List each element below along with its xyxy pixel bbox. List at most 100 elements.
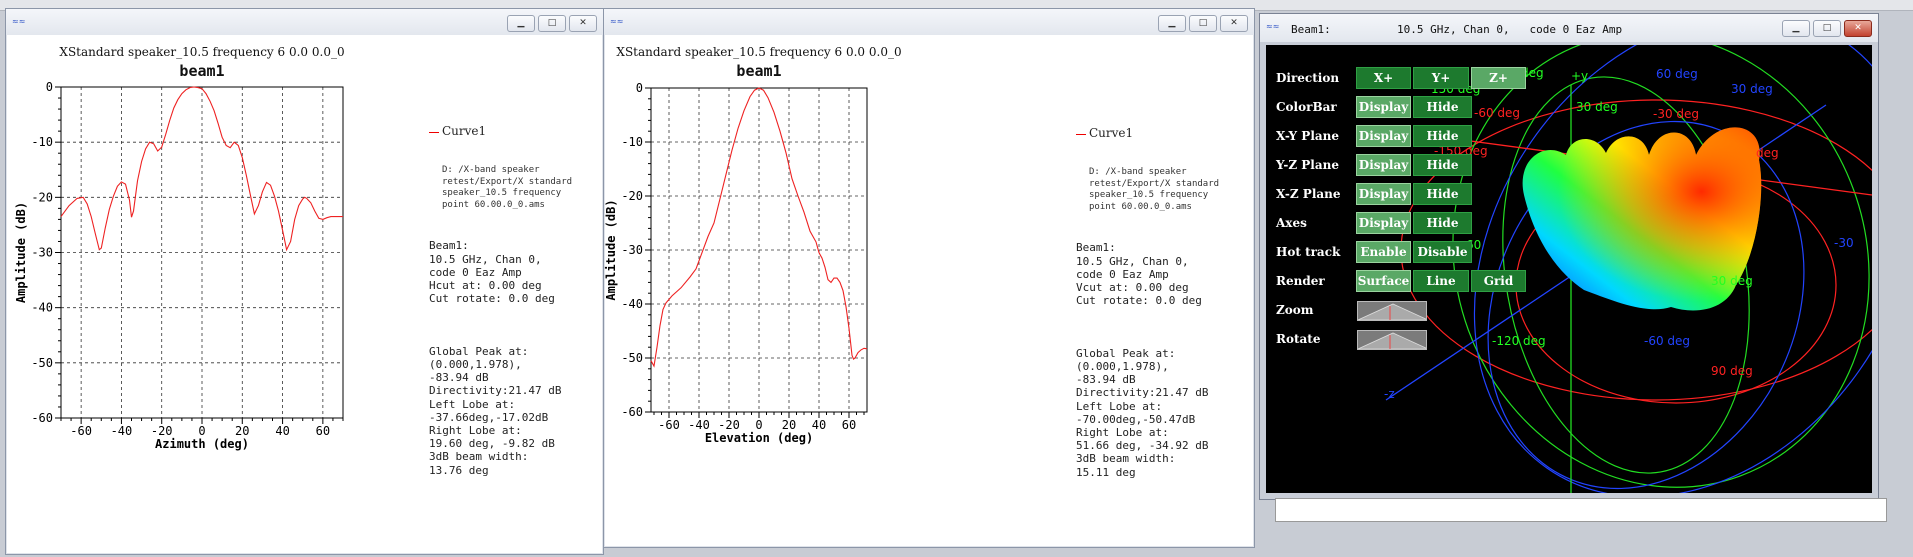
legend-beam-stats: Global Peak at: (0.000,1.978), -83.94 dB…: [1076, 346, 1209, 479]
y-tick-label: -30: [31, 246, 53, 260]
control-label: ColorBar: [1276, 100, 1337, 114]
minimize-button[interactable]: ▁: [1158, 15, 1186, 32]
direction-y--button[interactable]: Y+: [1413, 67, 1469, 89]
close-button[interactable]: ✕: [569, 15, 597, 32]
app-icon: ≈≈: [610, 17, 624, 26]
colorbar-display-button[interactable]: Display: [1356, 96, 1411, 118]
x-axis-label: Elevation (deg): [705, 431, 813, 445]
legend-swatch: [429, 131, 439, 133]
y-tick-label: -60: [621, 405, 643, 419]
x-tick-label: 0: [198, 424, 205, 438]
series-line-1: [60, 86, 343, 252]
control-label: Axes: [1276, 216, 1307, 230]
x-axis-label: Azimuth (deg): [155, 437, 249, 451]
hot-track-disable-button[interactable]: Disable: [1413, 241, 1472, 263]
scene-label: 30 deg: [1731, 82, 1773, 96]
legend-series-name: Curve1: [1089, 126, 1134, 141]
scene-label: 30 deg: [1576, 100, 1618, 114]
y-tick-label: -30: [621, 243, 643, 257]
control-label: Direction: [1276, 71, 1340, 85]
maximize-button[interactable]: □: [538, 15, 566, 32]
x-tick-label: -40: [688, 418, 710, 432]
minimize-button[interactable]: ▁: [507, 15, 535, 32]
legend-series[interactable]: Curve1: [1076, 127, 1219, 140]
axes-hide-button[interactable]: Hide: [1413, 212, 1472, 234]
y-tick-label: -10: [621, 135, 643, 149]
azimuth-chart[interactable]: XStandard speaker_10.5 frequency 6 0.0 0…: [6, 37, 426, 557]
render-grid-button[interactable]: Grid: [1471, 270, 1526, 292]
colorbar-hide-button[interactable]: Hide: [1413, 96, 1472, 118]
x-tick-label: 60: [316, 424, 330, 438]
app-icon: ≈≈: [1266, 22, 1280, 31]
x-tick-label: -20: [151, 424, 173, 438]
minimize-button[interactable]: ▁: [1782, 20, 1810, 37]
legend-beam-info: Beam1: 10.5 GHz, Chan 0, code 0 Eaz Amp …: [429, 239, 555, 306]
y-tick-label: -40: [31, 301, 53, 315]
control-label: X-Y Plane: [1276, 129, 1340, 143]
title-bar[interactable]: ≈≈ Beam1: 10.5 GHz, Chan 0, code 0 Eaz A…: [1260, 14, 1878, 42]
x-z-plane-hide-button[interactable]: Hide: [1413, 183, 1472, 205]
window-title: Beam1: 10.5 GHz, Chan 0, code 0 Eaz Amp: [1291, 23, 1623, 36]
plot-window-azimuth: ≈≈ ▁ □ ✕ XStandard speaker_10.5 frequenc…: [5, 8, 604, 555]
legend-series[interactable]: Curve1: [429, 125, 572, 138]
background-window-strip-bottom: [1275, 498, 1887, 522]
y-z-plane-display-button[interactable]: Display: [1356, 154, 1411, 176]
scene-label: 30 deg: [1711, 274, 1753, 288]
window-title-text: XStandard speaker_10.5 frequency 6 0.0 0…: [59, 45, 344, 59]
close-button[interactable]: ✕: [1220, 15, 1248, 32]
y-tick-label: -10: [31, 135, 53, 149]
x-y-plane-display-button[interactable]: Display: [1356, 125, 1411, 147]
chart-legend: Curve1 D: /X-band speaker retest/Export/…: [429, 99, 572, 503]
legend-file-path: D: /X-band speaker retest/Export/X stand…: [1089, 167, 1220, 212]
series-line-1: [650, 87, 868, 368]
scene-label: deg: [1756, 146, 1779, 160]
axes-display-button[interactable]: Display: [1356, 212, 1411, 234]
maximize-button[interactable]: □: [1813, 20, 1841, 37]
render-surface-button[interactable]: Surface: [1356, 270, 1411, 292]
chart-legend: Curve1 D: /X-band speaker retest/Export/…: [1076, 101, 1219, 505]
control-label: Zoom: [1276, 303, 1314, 317]
x-z-plane-ring: [1473, 45, 1872, 493]
scene-label: 60 deg: [1656, 67, 1698, 81]
y-axis-label: Amplitude (dB): [14, 202, 28, 303]
plot-frame: [60, 86, 344, 419]
x-tick-label: 20: [235, 424, 249, 438]
y-tick-label: 0: [636, 81, 643, 95]
zoom-slider[interactable]: [1357, 301, 1427, 321]
scene-label: 90 deg: [1711, 364, 1753, 378]
app-icon: ≈≈: [12, 17, 26, 26]
direction-x--button[interactable]: X+: [1356, 67, 1411, 89]
x-tick-label: -60: [70, 424, 92, 438]
render-line-button[interactable]: Line: [1413, 270, 1469, 292]
title-bar[interactable]: ≈≈ ▁ □ ✕: [604, 9, 1254, 35]
viewer-3d-window: ≈≈ Beam1: 10.5 GHz, Chan 0, code 0 Eaz A…: [1259, 13, 1879, 500]
hot-track-enable-button[interactable]: Enable: [1356, 241, 1411, 263]
close-button[interactable]: ✕: [1844, 20, 1872, 37]
x-y-plane-hide-button[interactable]: Hide: [1413, 125, 1472, 147]
scene-label: -z: [1384, 387, 1395, 401]
maximize-button[interactable]: □: [1189, 15, 1217, 32]
title-bar[interactable]: ≈≈ ▁ □ ✕: [6, 9, 603, 35]
x-tick-label: 40: [812, 418, 826, 432]
chart-title: beam1: [179, 62, 224, 80]
scene-label: -30: [1834, 236, 1854, 250]
scene-label: +y: [1571, 69, 1588, 83]
viewer-3d-canvas[interactable]: +y deg 150 deg 30 deg -60 deg -30 deg 60 deg 30…: [1266, 45, 1872, 493]
radiation-pattern-highlight: [1522, 127, 1762, 311]
x-z-plane-display-button[interactable]: Display: [1356, 183, 1411, 205]
legend-beam-stats: Global Peak at: (0.000,1.978), -83.94 dB…: [429, 344, 562, 477]
y-tick-label: 0: [46, 80, 53, 94]
scene-label: -120 deg: [1492, 334, 1546, 348]
control-label: Render: [1276, 274, 1325, 288]
y-z-plane-hide-button[interactable]: Hide: [1413, 154, 1472, 176]
control-label: X-Z Plane: [1276, 187, 1341, 201]
rotate-slider[interactable]: [1357, 330, 1427, 350]
direction-z--button[interactable]: Z+: [1471, 67, 1526, 89]
window-title-text: XStandard speaker_10.5 frequency 6 0.0 0…: [616, 45, 901, 59]
y-tick-label: -50: [31, 356, 53, 370]
x-tick-label: -40: [111, 424, 133, 438]
scene-label: -30 deg: [1653, 107, 1699, 121]
control-label: Hot track: [1276, 245, 1341, 259]
elevation-chart[interactable]: XStandard speaker_10.5 frequency 6 0.0 0…: [604, 37, 1074, 552]
